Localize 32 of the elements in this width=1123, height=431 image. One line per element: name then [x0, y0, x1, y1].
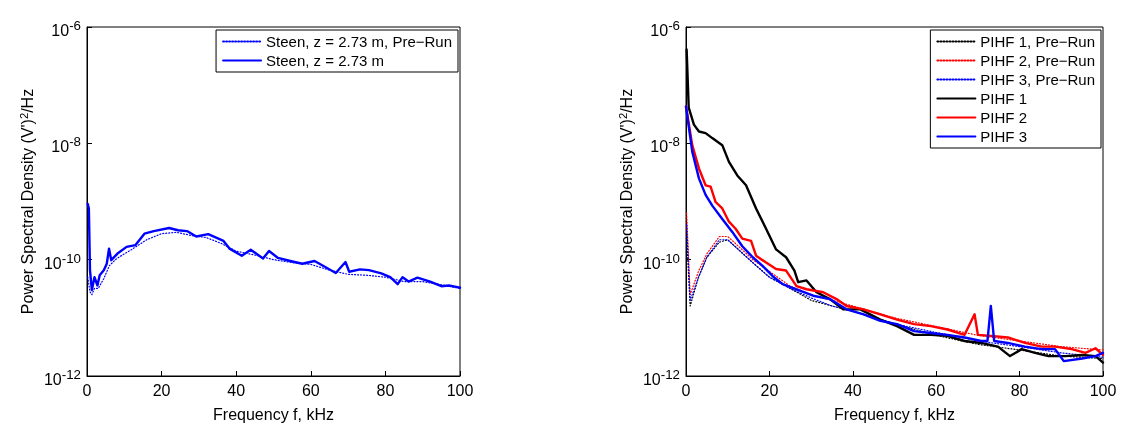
- x-tick-label: 40: [227, 381, 246, 399]
- x-tick-label: 40: [843, 381, 862, 399]
- x-tick-label: 0: [82, 381, 92, 399]
- y-tick-label: 10$^{-8}$: [51, 133, 81, 158]
- x-tick-label: 80: [1010, 381, 1029, 399]
- legend-label: PIHF 1: [980, 90, 1028, 107]
- y-tick-label: 10$^{-10}$: [642, 249, 680, 274]
- x-axis-title: Frequency f, kHz: [213, 405, 334, 423]
- x-tick-label: 20: [760, 381, 779, 399]
- x-tick-label: 0: [681, 381, 691, 399]
- y-tick-label: 10$^{-6}$: [51, 17, 81, 42]
- y-axis-title: Power Spectral Density (V')2/Hz: [616, 88, 635, 315]
- y-tick-label: 10$^{-8}$: [650, 133, 680, 158]
- legend-label: PIHF 3: [980, 128, 1028, 145]
- legend-label: PIHF 1, Pre−Run: [980, 33, 1096, 50]
- legend-label: PIHF 2: [980, 109, 1028, 126]
- x-tick-label: 20: [152, 381, 171, 399]
- legend-label: Steen, z = 2.73 m, Pre−Run: [266, 33, 453, 50]
- legend-label: Steen, z = 2.73 m: [266, 52, 385, 69]
- y-axis-title: Power Spectral Density (V')2/Hz: [17, 88, 36, 315]
- y-tick-label: 10$^{-10}$: [43, 249, 81, 274]
- legend-label: PIHF 3, Pre−Run: [980, 71, 1096, 88]
- y-tick-label: 10$^{-6}$: [650, 17, 680, 42]
- y-tick-label: 10$^{-12}$: [43, 366, 81, 391]
- x-tick-label: 100: [1089, 381, 1117, 399]
- x-tick-label: 100: [446, 381, 474, 399]
- x-tick-label: 60: [301, 381, 320, 399]
- y-tick-label: 10$^{-12}$: [642, 366, 680, 391]
- x-tick-label: 60: [927, 381, 946, 399]
- x-tick-label: 80: [376, 381, 395, 399]
- x-axis-title: Frequency f, kHz: [834, 405, 955, 423]
- legend-label: PIHF 2, Pre−Run: [980, 52, 1096, 69]
